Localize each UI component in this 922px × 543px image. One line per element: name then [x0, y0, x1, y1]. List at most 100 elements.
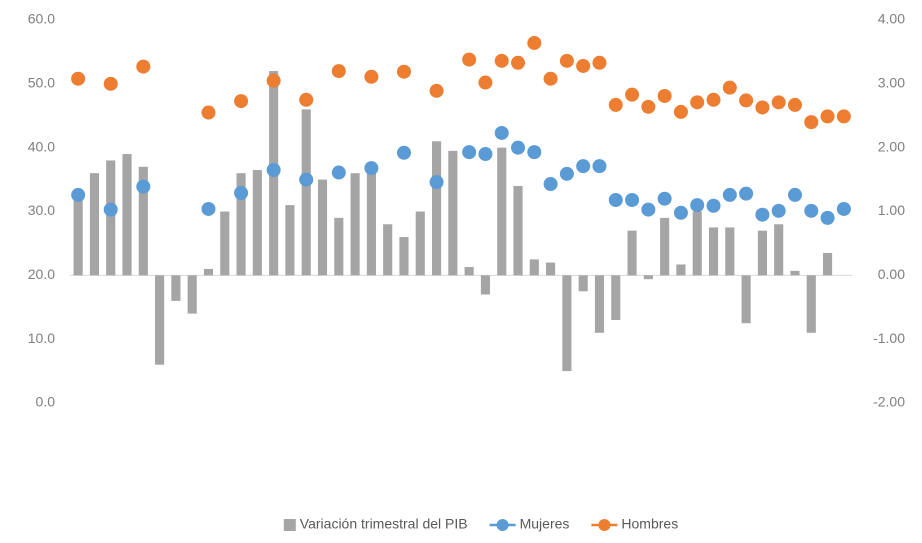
bar	[252, 170, 262, 276]
legend-swatch	[496, 519, 509, 531]
legend-label: Variación trimestral del PIB	[300, 516, 468, 532]
point	[429, 83, 444, 98]
point	[771, 203, 786, 218]
point	[266, 73, 281, 88]
bar	[627, 230, 637, 276]
bar	[676, 264, 686, 276]
point	[396, 145, 411, 160]
bar	[546, 262, 556, 276]
point	[478, 147, 493, 162]
bar	[708, 227, 719, 276]
legend-label: Mujeres	[520, 516, 570, 532]
point	[787, 97, 802, 112]
bar	[692, 211, 702, 276]
point	[136, 179, 151, 194]
point	[625, 193, 640, 208]
point	[657, 191, 672, 206]
y2-tick-label: 0.00	[878, 266, 905, 282]
bar	[155, 275, 165, 365]
point	[396, 64, 411, 79]
point	[592, 55, 607, 70]
point	[103, 202, 118, 217]
point	[462, 145, 477, 160]
point	[511, 140, 526, 155]
y2-tick-label: 4.00	[878, 11, 905, 27]
bar	[383, 224, 393, 276]
point	[559, 53, 574, 68]
point	[706, 92, 721, 107]
point	[820, 210, 835, 225]
bar	[497, 147, 507, 276]
point	[820, 109, 835, 124]
bar	[806, 275, 816, 333]
bar	[334, 217, 344, 276]
point	[234, 94, 249, 109]
point	[608, 97, 623, 112]
point	[722, 80, 737, 95]
bar	[89, 173, 99, 276]
y-tick-label: 0.0	[36, 394, 56, 410]
bar	[757, 230, 767, 276]
bar	[203, 268, 214, 276]
y-tick-label: 50.0	[28, 75, 55, 91]
point	[266, 163, 281, 178]
bar	[823, 252, 833, 276]
point	[299, 92, 314, 107]
bar	[790, 270, 800, 276]
point	[527, 145, 542, 160]
point	[690, 198, 705, 213]
bar	[236, 173, 246, 276]
point	[641, 99, 656, 114]
point	[234, 185, 249, 200]
legend-swatch	[283, 519, 296, 531]
point	[429, 175, 444, 190]
bar	[464, 267, 474, 276]
y-tick-label: 40.0	[28, 138, 55, 154]
bar	[399, 237, 409, 276]
bar	[285, 205, 295, 276]
point	[739, 186, 754, 201]
y2-tick-label: 1.00	[878, 202, 905, 218]
point	[673, 104, 688, 119]
bar	[660, 217, 670, 276]
y-tick-label: 10.0	[28, 330, 55, 346]
bar	[725, 227, 735, 276]
point	[136, 59, 151, 74]
point	[804, 203, 819, 218]
point	[576, 159, 591, 174]
y-tick-label: 30.0	[28, 202, 55, 218]
point	[71, 71, 86, 86]
legend-swatch	[598, 519, 611, 531]
bar	[122, 154, 132, 276]
point	[462, 52, 477, 67]
y2-tick-label: 3.00	[878, 75, 905, 91]
point	[641, 202, 656, 217]
point	[657, 88, 672, 103]
bar	[106, 160, 116, 276]
point	[71, 187, 86, 202]
bar	[562, 275, 572, 372]
y-tick-label: 60.0	[28, 11, 55, 27]
bar	[774, 224, 784, 276]
bar	[415, 211, 425, 276]
point	[836, 109, 851, 124]
point	[527, 35, 542, 50]
bar	[513, 185, 523, 276]
point	[201, 105, 216, 120]
bar	[187, 275, 197, 314]
point	[494, 53, 509, 68]
point	[543, 177, 558, 192]
legend-label: Hombres	[621, 516, 678, 532]
point	[494, 125, 509, 140]
y2-tick-label: 2.00	[878, 138, 905, 154]
bar	[432, 141, 442, 276]
bar	[448, 150, 458, 276]
point	[690, 95, 705, 110]
bar	[301, 109, 311, 276]
bar	[611, 275, 621, 321]
point	[478, 75, 493, 90]
legend: Variación trimestral del PIB Mujeres Hombr…	[283, 516, 678, 532]
bar	[73, 192, 83, 276]
bar	[741, 275, 751, 324]
